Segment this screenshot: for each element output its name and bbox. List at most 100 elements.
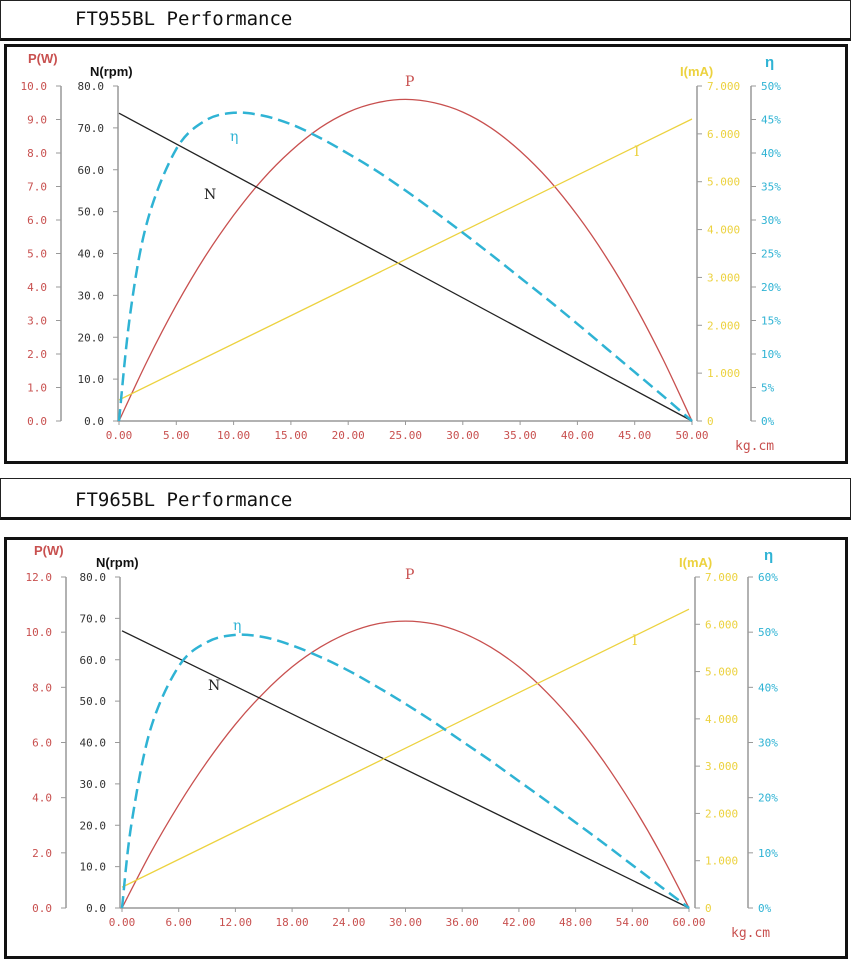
N-tick-label: 70.0 xyxy=(78,122,105,135)
eta-tick-label: 50% xyxy=(761,80,781,93)
I-tick-label: 5.000 xyxy=(705,666,738,679)
P-tick-label: 3.0 xyxy=(27,315,47,328)
I-tick-label: 2.000 xyxy=(705,807,738,820)
chart1-svg: 0.0 1.0 2.0 3.0 4.0 5.0 6.0 7.0 8.0 9.0 10.0 P(W) 0.… xyxy=(21,51,782,454)
I-tick-label: 6.000 xyxy=(705,618,738,631)
x-tick-label: 12.00 xyxy=(219,916,252,929)
x-tick-label: 30.00 xyxy=(446,429,479,442)
N-tick-label: 30.0 xyxy=(80,778,107,791)
P-tick-label: 2.0 xyxy=(32,847,52,860)
I-tick-label: 1.000 xyxy=(707,367,740,380)
series-line-eta xyxy=(120,633,690,909)
series-label-eta: η xyxy=(230,129,238,145)
P-tick-label: 9.0 xyxy=(27,114,47,127)
x-tick-label: 10.00 xyxy=(217,429,250,442)
x-tick-label: 5.00 xyxy=(163,429,190,442)
I-tick-label: 1.000 xyxy=(705,855,738,868)
P-tick-label: 10.0 xyxy=(26,626,53,639)
series-line-I xyxy=(121,608,690,888)
I-tick-label: 6.000 xyxy=(707,128,740,141)
x-axis-title: kg.cm xyxy=(731,926,770,941)
N-tick-label: 80.0 xyxy=(78,80,105,93)
x-tick-label: 54.00 xyxy=(616,916,649,929)
series-line-N xyxy=(121,630,690,909)
eta-tick-label: 25% xyxy=(761,248,781,261)
I-tick-label: 3.000 xyxy=(705,760,738,773)
P-tick-label: 6.0 xyxy=(27,214,47,227)
x-tick-label: 45.00 xyxy=(618,429,651,442)
N-axis-title: N(rpm) xyxy=(90,64,133,79)
I-tick-label: 7.000 xyxy=(705,571,738,584)
series-label-eta: η xyxy=(233,618,241,634)
P-tick-label: 4.0 xyxy=(32,792,52,805)
N-tick-label: 20.0 xyxy=(80,819,107,832)
I-tick-label: 5.000 xyxy=(707,176,740,189)
N-tick-label: 20.0 xyxy=(78,331,105,344)
eta-tick-label: 50% xyxy=(758,626,778,639)
P-tick-label: 7.0 xyxy=(27,181,47,194)
eta-axis-title: η xyxy=(764,547,773,564)
I-tick-label: 2.000 xyxy=(707,319,740,332)
P-tick-label: 8.0 xyxy=(32,681,52,694)
P-tick-label: 0.0 xyxy=(32,902,52,915)
I-axis-title: I(mA) xyxy=(680,64,713,79)
series-label-N: N xyxy=(204,187,216,203)
N-tick-label: 50.0 xyxy=(78,206,105,219)
eta-tick-label: 10% xyxy=(761,348,781,361)
series-label-I: I xyxy=(632,633,638,649)
N-tick-label: 80.0 xyxy=(80,571,107,584)
eta-tick-label: 0% xyxy=(758,902,772,915)
I-tick-label: 0 xyxy=(707,415,714,428)
x-tick-label: 60.00 xyxy=(672,916,705,929)
P-tick-label: 12.0 xyxy=(26,571,53,584)
x-axis-title: kg.cm xyxy=(735,439,774,454)
I-axis-title: I(mA) xyxy=(679,555,712,570)
x-tick-label: 6.00 xyxy=(165,916,192,929)
N-tick-label: 10.0 xyxy=(80,861,107,874)
N-axis-title: N(rpm) xyxy=(96,555,139,570)
series-label-N: N xyxy=(208,678,220,694)
N-tick-label: 0.0 xyxy=(86,902,106,915)
x-tick-label: 30.00 xyxy=(389,916,422,929)
eta-tick-label: 10% xyxy=(758,847,778,860)
P-axis-title: P(W) xyxy=(34,543,64,558)
eta-tick-label: 60% xyxy=(758,571,778,584)
N-tick-label: 40.0 xyxy=(78,248,105,261)
x-tick-label: 25.00 xyxy=(389,429,422,442)
I-tick-label: 7.000 xyxy=(707,80,740,93)
chart1-header: FT955BL Performance xyxy=(0,0,851,41)
N-tick-label: 60.0 xyxy=(78,164,105,177)
x-tick-label: 18.00 xyxy=(276,916,309,929)
N-tick-label: 10.0 xyxy=(78,373,105,386)
chart2-title: FT965BL Performance xyxy=(75,489,293,511)
eta-tick-label: 15% xyxy=(761,315,781,328)
x-tick-label: 15.00 xyxy=(274,429,307,442)
P-tick-label: 5.0 xyxy=(27,248,47,261)
series-line-I xyxy=(118,118,693,401)
series-label-I: I xyxy=(634,144,640,160)
eta-axis-title: η xyxy=(765,54,774,71)
eta-tick-label: 30% xyxy=(761,214,781,227)
P-tick-label: 10.0 xyxy=(21,80,48,93)
x-tick-label: 42.00 xyxy=(502,916,535,929)
P-tick-label: 4.0 xyxy=(27,281,47,294)
I-tick-label: 3.000 xyxy=(707,271,740,284)
P-axis-title: P(W) xyxy=(28,51,58,66)
I-tick-label: 4.000 xyxy=(705,713,738,726)
x-tick-label: 35.00 xyxy=(504,429,537,442)
x-tick-label: 24.00 xyxy=(332,916,365,929)
x-tick-label: 0.00 xyxy=(109,916,136,929)
series-line-N xyxy=(118,112,693,422)
P-tick-label: 1.0 xyxy=(27,382,47,395)
eta-tick-label: 0% xyxy=(761,415,775,428)
x-tick-label: 36.00 xyxy=(446,916,479,929)
I-tick-label: 4.000 xyxy=(707,224,740,237)
eta-tick-label: 20% xyxy=(758,792,778,805)
eta-tick-label: 40% xyxy=(758,681,778,694)
x-tick-label: 48.00 xyxy=(559,916,592,929)
eta-tick-label: 5% xyxy=(761,382,775,395)
N-tick-label: 30.0 xyxy=(78,289,105,302)
chart2-header: FT965BL Performance xyxy=(0,478,851,520)
N-tick-label: 0.0 xyxy=(84,415,104,428)
